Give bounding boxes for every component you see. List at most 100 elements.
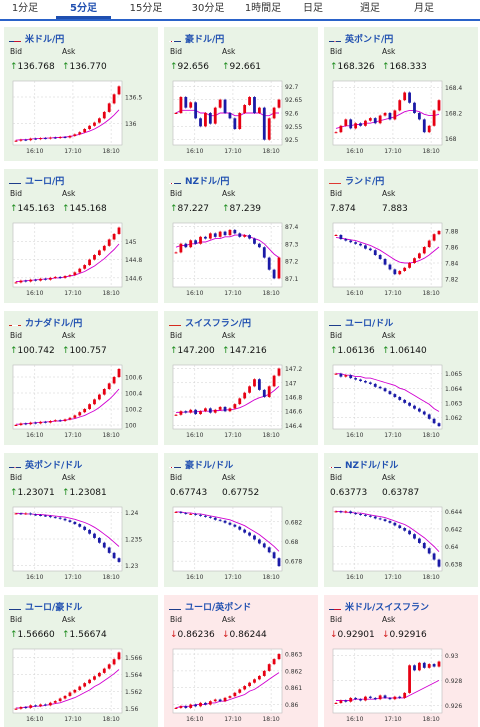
card-title[interactable]: ユーロ/英ポンド — [169, 600, 252, 613]
pair-name[interactable]: ユーロ/円 — [25, 176, 65, 187]
currency-card[interactable]: 豪ドル/円 Bid Ask ↑92.656 ↑92.661 92.7 92.65 92.6 92… — [164, 27, 318, 161]
candle-body — [354, 513, 358, 515]
card-title[interactable]: ランド/円 — [329, 174, 385, 187]
tab-timeframe-0[interactable]: 1分足 — [11, 3, 39, 14]
card-title[interactable]: ユーロ/豪ドル — [9, 600, 83, 613]
card-title[interactable]: ユーロ/ドル — [329, 316, 394, 329]
currency-card[interactable]: ユーロ/円 Bid Ask ↑145.163 ↑145.168 145 144.8 144.6… — [4, 169, 158, 303]
card-title[interactable]: カナダドル/円 — [9, 316, 83, 329]
currency-card[interactable]: カナダドル/円 Bid Ask ↑100.742 ↑100.757 100.6 100.4 1… — [4, 311, 158, 445]
pair-name[interactable]: NZドル/円 — [185, 176, 230, 187]
price-chart[interactable]: 168.4 168.2 168 16:10 17:10 18:10 — [330, 77, 472, 157]
pair-name[interactable]: 英ポンド/円 — [345, 34, 394, 45]
candle-body — [29, 279, 33, 282]
candle-body — [102, 542, 106, 548]
card-title[interactable]: NZドル/円 — [169, 174, 230, 187]
chart-svg: 0.682 0.68 0.678 16:10 17:10 18:10 — [172, 506, 302, 581]
tab-timeframe-5[interactable]: 日足 — [303, 3, 323, 14]
tab-timeframe-3[interactable]: 30分足 — [191, 3, 225, 14]
x-tick-label: 18:10 — [262, 716, 279, 723]
price-chart[interactable]: 0.863 0.862 0.861 0.86 16:10 17:10 18:10 — [170, 645, 312, 725]
price-chart[interactable]: 0.93 0.928 0.926 16:10 17:10 18:10 — [330, 645, 472, 725]
ask-label: Ask — [62, 615, 76, 624]
currency-card[interactable]: 米ドル/スイスフラン Bid Ask ↓0.92901 ↓0.92916 0.93 0.92… — [324, 595, 478, 727]
tab-timeframe-4[interactable]: 1時間足 — [244, 3, 282, 14]
price-chart[interactable]: 0.644 0.642 0.64 0.638 16:10 17:10 18:10 — [330, 503, 472, 583]
currency-card[interactable]: ユーロ/豪ドル Bid Ask ↑1.56660 ↑1.56674 1.566 1.564 1… — [4, 595, 158, 727]
currency-card[interactable]: スイスフラン/円 Bid Ask ↑147.200 ↑147.216 147.2 147 14… — [164, 311, 318, 445]
tab-timeframe-2[interactable]: 15分足 — [129, 3, 163, 14]
card-title[interactable]: 豪ドル/ドル — [169, 458, 234, 471]
currency-card[interactable]: 英ポンド/ドル Bid Ask ↑1.23071 ↑1.23081 1.24 1.235 1.… — [4, 453, 158, 587]
pair-name[interactable]: 豪ドル/円 — [185, 34, 225, 45]
currency-card[interactable]: ランド/円 Bid Ask 7.874 7.883 7.88 7.86 7.84 7.82 16:… — [324, 169, 478, 303]
currency-card[interactable]: ユーロ/英ポンド Bid Ask ↓0.86236 ↓0.86244 0.863 0.862… — [164, 595, 318, 727]
candle-body — [48, 137, 52, 139]
candle-body — [344, 239, 348, 241]
card-title[interactable]: スイスフラン/円 — [169, 316, 252, 329]
pair-name[interactable]: NZドル/ドル — [345, 460, 399, 471]
y-tick-label: 1.23 — [125, 563, 139, 570]
price-chart[interactable]: 145 144.8 144.6 16:10 17:10 18:10 — [10, 219, 152, 299]
price-chart[interactable]: 1.065 1.064 1.063 1.062 16:10 17:10 18:10 — [330, 361, 472, 441]
candle-body — [413, 258, 416, 263]
pair-name[interactable]: ユーロ/豪ドル — [25, 602, 83, 613]
y-tick-label: 100.6 — [125, 375, 142, 382]
card-title[interactable]: 英ポンド/ドル — [9, 458, 83, 471]
card-title[interactable]: 米ドル/スイスフラン — [329, 600, 430, 613]
currency-card[interactable]: 英ポンド/円 Bid Ask ↑168.326 ↑168.333 168.4 168.2 16… — [324, 27, 478, 161]
candle-body — [262, 543, 266, 548]
card-title[interactable]: 米ドル/円 — [9, 32, 65, 45]
pair-name[interactable]: 英ポンド/ドル — [25, 460, 83, 471]
candle-body — [437, 100, 441, 111]
price-chart[interactable]: 87.4 87.3 87.2 87.1 16:10 17:10 18:10 — [170, 219, 312, 299]
x-tick-label: 18:10 — [262, 574, 279, 581]
pair-name[interactable]: ランド/円 — [345, 176, 385, 187]
arrow-down-icon: ↓ — [330, 630, 338, 640]
ma-line — [16, 243, 120, 282]
pair-name[interactable]: スイスフラン/円 — [185, 318, 252, 329]
x-tick-label: 18:10 — [102, 290, 119, 297]
price-chart[interactable]: 92.7 92.65 92.6 92.55 92.5 16:10 17:10 18:10 — [170, 77, 312, 157]
pair-name[interactable]: カナダドル/円 — [25, 318, 83, 329]
bid-value: 1.56660 — [17, 630, 55, 640]
price-chart[interactable]: 1.24 1.235 1.23 16:10 17:10 18:10 — [10, 503, 152, 583]
card-title[interactable]: 英ポンド/円 — [329, 32, 394, 45]
card-title[interactable]: 豪ドル/円 — [169, 32, 225, 45]
candle-body — [83, 526, 87, 530]
tab-timeframe-6[interactable]: 週足 — [360, 3, 380, 14]
candle-body — [208, 113, 212, 124]
currency-card[interactable]: 米ドル/円 Bid Ask ↑136.768 ↑136.770 136.5 136 16:10… — [4, 27, 158, 161]
candle-body — [174, 707, 178, 709]
chart-svg: 0.93 0.928 0.926 16:10 17:10 18:10 — [332, 648, 462, 723]
pair-name[interactable]: 米ドル/スイスフラン — [345, 602, 430, 613]
y-tick-label: 0.86 — [285, 702, 299, 709]
pair-name[interactable]: 豪ドル/ドル — [185, 460, 234, 471]
card-title[interactable]: NZドル/ドル — [329, 458, 399, 471]
pair-name[interactable]: 米ドル/円 — [25, 34, 65, 45]
candle-body — [218, 519, 222, 521]
price-chart[interactable]: 0.682 0.68 0.678 16:10 17:10 18:10 — [170, 503, 312, 583]
pair-name[interactable]: ユーロ/ドル — [345, 318, 394, 329]
currency-card[interactable]: 豪ドル/ドル Bid Ask 0.67743 0.67752 0.682 0.68 0.678… — [164, 453, 318, 587]
price-chart[interactable]: 100.6 100.4 100.2 100 16:10 17:10 18:10 — [10, 361, 152, 441]
candle-body — [194, 240, 198, 244]
currency-card[interactable]: NZドル/円 Bid Ask ↑87.227 ↑87.239 87.4 87.3 87.2 87… — [164, 169, 318, 303]
candle-body — [413, 665, 416, 671]
candle-body — [102, 245, 106, 251]
tab-timeframe-7[interactable]: 月足 — [414, 3, 434, 14]
timeframe-tabs: 1分足 5分足 15分足 30分足 1時間足 日足 週足 月足 — [0, 0, 480, 21]
price-chart[interactable]: 147.2 147 146.8 146.6 146.4 16:10 17:10 18:10 — [170, 361, 312, 441]
candle-body — [218, 406, 222, 410]
price-chart[interactable]: 136.5 136 16:10 17:10 18:10 — [10, 77, 152, 157]
price-chart[interactable]: 7.88 7.86 7.84 7.82 16:10 17:10 18:10 — [330, 219, 472, 299]
candle-body — [204, 236, 207, 239]
currency-card[interactable]: ユーロ/ドル Bid Ask ↑1.06136 ↑1.06140 1.065 1.064 1.… — [324, 311, 478, 445]
pair-name[interactable]: ユーロ/英ポンド — [185, 602, 252, 613]
price-chart[interactable]: 1.566 1.564 1.562 1.56 16:10 17:10 18:10 — [10, 645, 152, 725]
card-title[interactable]: ユーロ/円 — [9, 174, 65, 187]
candle-body — [339, 700, 343, 703]
plot-area — [332, 506, 443, 572]
currency-card[interactable]: NZドル/ドル Bid Ask 0.63773 0.63787 0.644 0.642 0.6… — [324, 453, 478, 587]
tab-timeframe-1[interactable]: 5分足 — [56, 0, 111, 19]
